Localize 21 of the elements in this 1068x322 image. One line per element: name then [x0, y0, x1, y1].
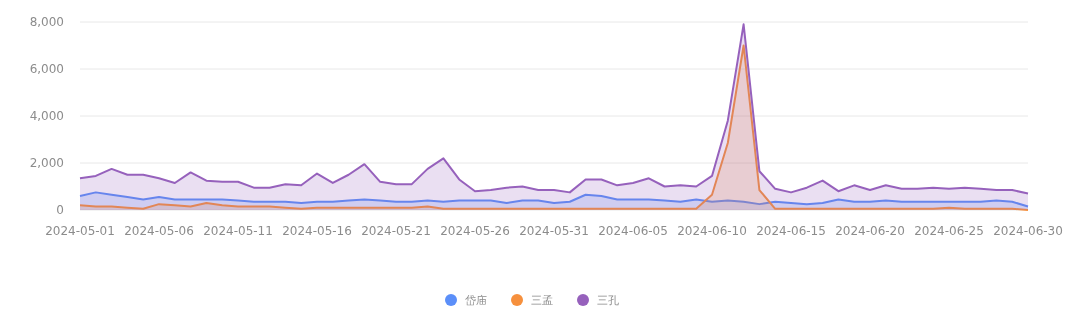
x-tick-label: 2024-05-06 [124, 224, 194, 238]
x-tick-label: 2024-05-21 [361, 224, 431, 238]
x-tick-label: 2024-06-25 [914, 224, 984, 238]
y-tick-label: 2,000 [29, 156, 64, 170]
y-tick-label: 6,000 [29, 62, 64, 76]
x-tick-label: 2024-06-05 [598, 224, 668, 238]
legend-label: 三孔 [597, 294, 619, 307]
x-tick-label: 2024-05-16 [282, 224, 352, 238]
x-tick-label: 2024-05-31 [519, 224, 589, 238]
y-tick-label: 4,000 [29, 109, 64, 123]
x-tick-label: 2024-05-11 [203, 224, 273, 238]
x-tick-label: 2024-05-26 [440, 224, 510, 238]
legend-label: 三孟 [531, 294, 553, 307]
legend-label: 岱庙 [465, 294, 487, 307]
x-tick-label: 2024-05-01 [45, 224, 115, 238]
y-tick-label: 8,000 [29, 15, 64, 29]
y-tick-label: 0 [56, 203, 64, 217]
x-tick-label: 2024-06-30 [993, 224, 1063, 238]
x-tick-label: 2024-06-10 [677, 224, 747, 238]
x-tick-label: 2024-06-15 [756, 224, 826, 238]
x-tick-label: 2024-06-20 [835, 224, 905, 238]
